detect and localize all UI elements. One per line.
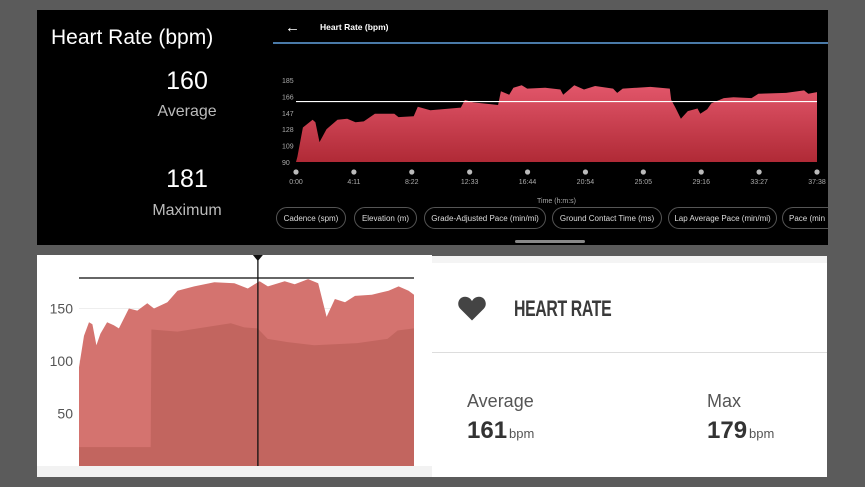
x-tick-dot (351, 169, 357, 175)
pill-ground-contact-time[interactable]: Ground Contact Time (ms) (552, 207, 662, 229)
max-unit: bpm (749, 426, 775, 441)
header-divider (273, 42, 828, 44)
pill-lap-average-pace[interactable]: Lap Average Pace (min/mi) (668, 207, 777, 229)
x-tick-label: 33:27 (750, 179, 768, 186)
y-tick-label: 50 (57, 406, 73, 422)
x-tick-dot (524, 169, 531, 175)
x-tick-dot (756, 169, 762, 175)
x-tick-dot (640, 169, 646, 175)
heart-rate-chart-panel: 150 100 50 (37, 255, 432, 477)
area-series-2 (79, 323, 414, 466)
average-label: Average (157, 103, 217, 120)
x-axis-title: Time (h:m:s) (537, 198, 577, 205)
y-tick-label: 128 (282, 127, 294, 134)
x-tick-dot (698, 169, 704, 175)
cursor-handle (252, 255, 263, 261)
x-tick-label: 29:16 (692, 179, 710, 186)
top-strip (432, 256, 827, 263)
average-label: Average (467, 391, 534, 411)
x-tick-label: 0:00 (289, 179, 303, 186)
maximum-label: Maximum (152, 202, 222, 219)
y-tick-label: 150 (50, 301, 74, 317)
x-tick-label: 4:11 (347, 179, 360, 186)
heart-rate-time-chart[interactable]: 185 166 147 128 109 90 0:00 4:11 8:22 12:33 16:44 2… (37, 10, 828, 245)
pill-elevation[interactable]: Elevation (m) (354, 207, 417, 229)
x-tick-label: 8:22 (405, 179, 419, 186)
y-tick-label: 166 (282, 94, 294, 101)
x-tick-dot (582, 169, 589, 175)
y-tick-label: 90 (282, 160, 290, 167)
heart-rate-area (296, 85, 817, 162)
y-tick-label: 185 (282, 78, 294, 85)
x-tick-label: 20:54 (577, 179, 595, 186)
heart-rate-area-chart[interactable]: 150 100 50 (37, 255, 432, 477)
x-axis-strip (37, 466, 432, 477)
x-tick-dot (467, 169, 473, 175)
average-value: 160 (166, 67, 208, 95)
average-value: 161 (467, 417, 508, 444)
x-tick-dot (293, 169, 299, 175)
graph-title: Heart Rate (bpm) (320, 22, 389, 32)
home-indicator[interactable] (515, 240, 585, 243)
average-unit: bpm (509, 426, 535, 441)
section-title: HEART RATE (514, 296, 612, 321)
heart-icon (458, 296, 486, 321)
x-tick-label: 16:44 (519, 179, 537, 186)
panel-title: Heart Rate (bpm) (51, 26, 214, 49)
pill-grade-adjusted-pace[interactable]: Grade-Adjusted Pace (min/mi) (424, 207, 546, 229)
x-tick-label: 12:33 (461, 179, 479, 186)
x-tick-dot (814, 169, 820, 175)
y-tick-label: 100 (50, 353, 74, 369)
x-tick-label: 37:38 (808, 179, 826, 186)
heart-rate-summary-panel: HEART RATE Average 161 bpm Max 179 bpm (432, 256, 827, 477)
y-tick-label: 109 (282, 144, 294, 151)
arrow-left-icon[interactable]: ← (285, 19, 300, 36)
metric-pills: Cadence (spm) Elevation (m) Grade-Adjust… (37, 207, 828, 231)
average-stat: 161 bpm (467, 417, 534, 445)
max-stat: 179 bpm (707, 417, 774, 445)
max-value: 179 (707, 417, 748, 444)
garmin-heart-rate-panel: Heart Rate (bpm) 160 Average 181 Maximum… (37, 10, 828, 245)
x-tick-dot (409, 169, 415, 175)
max-label: Max (707, 391, 742, 411)
x-tick-label: 25:05 (635, 179, 653, 186)
maximum-value: 181 (166, 165, 208, 193)
y-tick-label: 147 (282, 111, 294, 118)
pill-cadence[interactable]: Cadence (spm) (276, 207, 346, 229)
divider (432, 352, 827, 353)
pill-pace[interactable]: Pace (min (782, 207, 828, 229)
